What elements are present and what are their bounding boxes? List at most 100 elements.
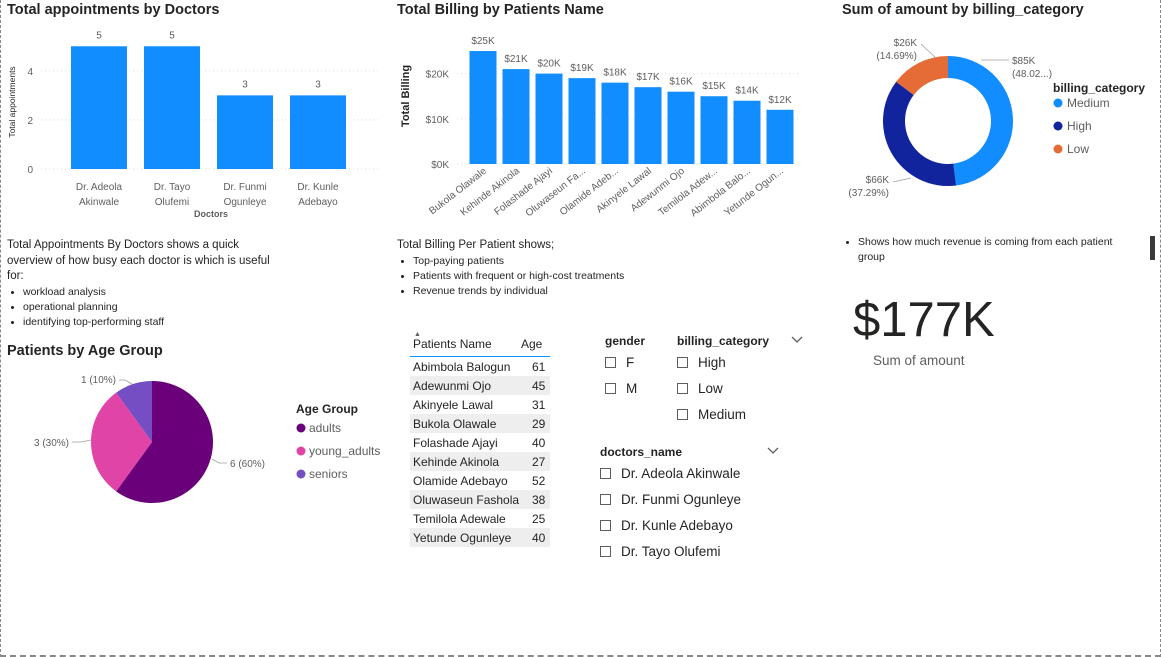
bar[interactable] [535,73,563,164]
table-row[interactable]: Bukola Olawale 29 [410,414,550,433]
table-row[interactable]: Temilola Adewale 25 [410,509,550,528]
donut-slice[interactable] [883,81,957,186]
x-tick-label: Ogunleye [224,197,267,208]
slice-label: 1 (10%) [81,375,116,386]
patient-name-cell: Yetunde Ogunleye [413,530,512,545]
appointments-bar-chart[interactable]: 0 2 4 5 Dr. Adeola Akinwale 5 Dr. Tayo Olufemi 3 D… [1,24,391,224]
pie-slice[interactable] [116,381,213,503]
age-cell: 27 [532,454,546,469]
table-row[interactable]: Kehinde Akinola 27 [410,452,550,471]
data-label: $21K [504,54,528,65]
gender-slicer-title: gender [605,334,646,348]
donut-slice[interactable] [896,56,948,96]
checkbox[interactable] [677,409,688,420]
table-row[interactable]: Folashade Ajayi 40 [410,433,550,452]
age-group-pie-chart[interactable]: 6 (60%) 3 (30%) 1 (10%) Age Group adults youn… [1,362,391,512]
data-label: $25K [471,36,495,47]
checkbox[interactable] [600,546,611,557]
checkbox[interactable] [600,494,611,505]
bar[interactable] [634,87,662,164]
leader-line [892,177,912,183]
y-tick-label: $0K [431,160,449,171]
checkbox[interactable] [600,468,611,479]
bar[interactable] [290,95,346,169]
slice-percent-label: (37.29%) [848,188,889,199]
column-header-age[interactable]: Age [521,337,543,351]
pie-slice[interactable] [91,392,152,492]
legend-item[interactable]: seniors [309,467,348,481]
bar[interactable] [469,51,497,165]
age-cell: 45 [532,378,546,393]
checkbox[interactable] [600,520,611,531]
patient-name-cell: Olamide Adebayo [413,473,508,488]
doctor-option-kunle-adebayo[interactable]: Dr. Kunle Adebayo [600,518,733,533]
table-row[interactable]: Olamide Adebayo 52 [410,471,550,490]
appointments-chart-title: Total appointments by Doctors [7,2,220,18]
legend-item[interactable]: Low [1067,142,1089,156]
doctor-option-funmi-ogunleye[interactable]: Dr. Funmi Ogunleye [600,492,741,507]
gender-option-f[interactable]: F [605,355,634,370]
data-label: $17K [636,72,660,83]
billing-category-option-low[interactable]: Low [677,381,723,396]
gender-option-m[interactable]: M [605,381,637,396]
x-tick-label: Dr. Tayo [154,182,191,193]
table-row[interactable]: Yetunde Ogunleye 40 [410,528,550,547]
leader-line [920,43,937,59]
data-label: 3 [242,79,248,90]
billing-category-donut-chart[interactable]: $85K (48.02...) $66K (37.29%) $26K (14.69%) bi… [831,24,1151,214]
checkbox[interactable] [677,357,688,368]
table-row[interactable]: Akinyele Lawal 31 [410,395,550,414]
bar[interactable] [71,46,127,169]
bar[interactable] [568,78,596,164]
billing-category-option-high[interactable]: High [677,355,726,370]
appointments-note: Total Appointments By Doctors shows a qu… [7,238,287,330]
bar[interactable] [733,100,761,164]
sort-caret-icon[interactable]: ▲ [414,331,421,338]
doctor-option-label: Dr. Kunle Adebayo [621,518,733,533]
checkbox[interactable] [605,383,616,394]
billing-note-bullet: Patients with frequent or high-cost trea… [413,269,697,284]
table-row[interactable]: Abimbola Balogun 61 [410,357,550,376]
bar[interactable] [217,95,273,169]
patients-table[interactable]: ▲ Patients Name Age Abimbola Balogun 61 Ad… [410,331,550,547]
doctor-option-adeola-akinwale[interactable]: Dr. Adeola Akinwale [600,466,740,481]
bar[interactable] [601,82,629,164]
legend-marker [296,423,306,433]
legend-item[interactable]: young_adults [309,444,380,458]
bar[interactable] [700,96,728,164]
bar[interactable] [502,69,530,164]
scrollbar-handle[interactable] [1150,236,1155,260]
y-tick-label: 2 [27,116,33,127]
patient-name-cell: Temilola Adewale [413,511,506,526]
bar[interactable] [144,46,200,169]
slice-percent-label: (14.69%) [876,51,917,62]
donut-slice[interactable] [948,56,1013,186]
checkbox[interactable] [605,357,616,368]
pie-slice[interactable] [116,381,152,442]
data-label: 5 [96,30,102,41]
patient-name-cell: Kehinde Akinola [413,454,500,469]
doctor-option-tayo-olufemi[interactable]: Dr. Tayo Olufemi [600,544,721,559]
billing-note-bullet: Revenue trends by individual [413,284,697,299]
legend-item[interactable]: High [1067,119,1092,133]
bar[interactable] [766,109,794,164]
legend-marker [1053,98,1063,108]
legend-item[interactable]: Medium [1067,96,1110,110]
column-header-patients-name[interactable]: Patients Name [413,337,492,351]
age-cell: 38 [532,492,546,507]
billing-category-option-medium[interactable]: Medium [677,407,746,422]
x-tick-label: Olamide Adeb... [558,166,621,218]
legend-item[interactable]: adults [309,421,341,435]
table-row[interactable]: Oluwaseun Fashola 38 [410,490,550,509]
chevron-down-icon[interactable] [790,334,804,344]
checkbox[interactable] [677,383,688,394]
appointments-note-list: workload analysis operational planning i… [7,285,287,330]
slice-label: 6 (60%) [230,459,265,470]
legend-marker [296,446,306,456]
bar[interactable] [667,91,695,164]
chevron-down-icon[interactable] [766,445,780,455]
legend-marker [296,469,306,479]
table-row[interactable]: Adewunmi Ojo 45 [410,376,550,395]
donut-chart-title: Sum of amount by billing_category [842,2,1084,18]
